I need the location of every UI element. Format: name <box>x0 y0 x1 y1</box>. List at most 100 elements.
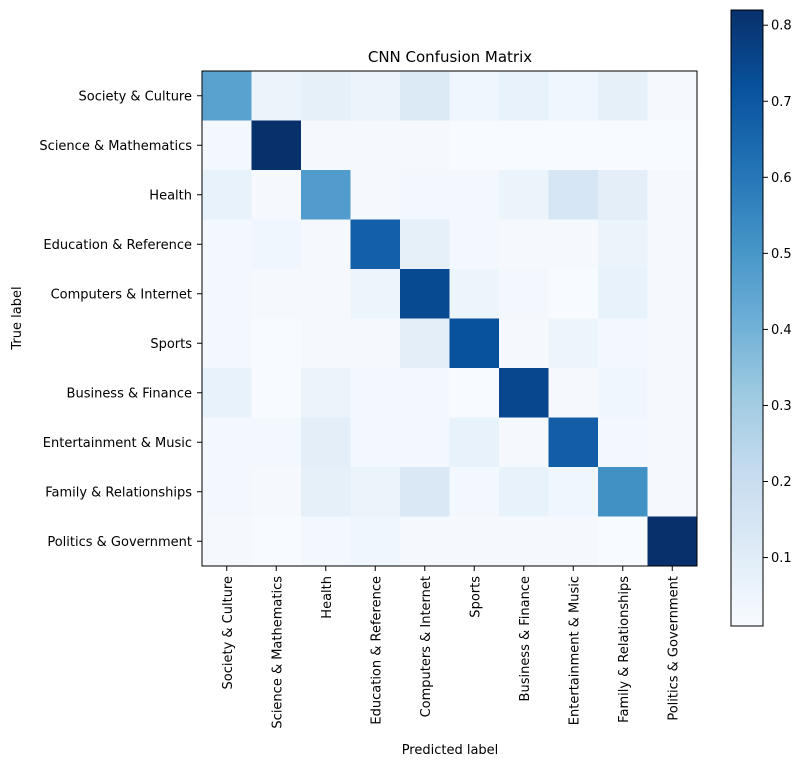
heatmap-cell-6-5 <box>449 368 500 418</box>
heatmap-cell-9-2 <box>301 516 351 567</box>
heatmap-cell-0-3 <box>350 71 401 121</box>
heatmap-cell-1-9 <box>647 120 698 171</box>
heatmap-cell-2-2 <box>301 170 351 220</box>
x-tick-label: Education & Reference <box>369 576 384 725</box>
heatmap-cells <box>202 71 698 567</box>
heatmap-cell-4-7 <box>548 269 599 319</box>
heatmap-cell-4-3 <box>350 269 401 319</box>
heatmap-cell-7-1 <box>251 417 302 468</box>
heatmap-cell-1-7 <box>548 120 599 171</box>
heatmap-cell-3-5 <box>449 219 500 270</box>
heatmap-cell-8-1 <box>251 467 302 517</box>
y-axis-label: True label <box>10 286 25 350</box>
heatmap-cell-7-3 <box>350 417 401 468</box>
heatmap-cell-9-4 <box>400 516 450 567</box>
heatmap-cell-4-8 <box>598 269 648 319</box>
colorbar-tick-label: 0.7 <box>771 95 792 110</box>
heatmap-cell-3-8 <box>598 219 648 270</box>
heatmap-cell-7-2 <box>301 417 351 468</box>
y-tick-label: Science & Mathematics <box>39 139 192 154</box>
heatmap-cell-2-7 <box>548 170 599 220</box>
heatmap-cell-5-1 <box>251 318 302 369</box>
y-tick-label: Education & Reference <box>43 238 192 253</box>
heatmap-cell-8-0 <box>202 467 252 517</box>
y-tick-label: Politics & Government <box>47 535 192 550</box>
x-tick-labels: Society & Culture Science & Mathematics He… <box>221 566 681 729</box>
y-tick-labels: Society & Culture Science & Mathematics He… <box>39 89 202 550</box>
heatmap-cell-1-3 <box>350 120 401 171</box>
heatmap-cell-9-3 <box>350 516 401 567</box>
x-tick-label: Health <box>320 576 335 619</box>
y-tick-label: Family & Relationships <box>45 485 192 500</box>
heatmap-cell-0-0 <box>202 71 252 121</box>
heatmap-cell-5-9 <box>647 318 698 369</box>
heatmap-cell-0-7 <box>548 71 599 121</box>
colorbar-ticks: 0.1 0.2 0.3 0.4 0.5 0.6 0.7 0.8 <box>763 19 792 566</box>
heatmap-cell-6-0 <box>202 368 252 418</box>
heatmap-cell-9-0 <box>202 516 252 567</box>
heatmap-cell-1-1 <box>251 120 302 171</box>
x-tick-label: Entertainment & Music <box>567 576 582 725</box>
heatmap-cell-4-0 <box>202 269 252 319</box>
y-tick-label: Society & Culture <box>79 89 192 104</box>
heatmap-cell-6-1 <box>251 368 302 418</box>
heatmap-cell-8-3 <box>350 467 401 517</box>
heatmap-cell-0-8 <box>598 71 648 121</box>
heatmap-cell-7-5 <box>449 417 500 468</box>
heatmap-cell-5-0 <box>202 318 252 369</box>
x-tick-label: Family & Relationships <box>617 576 632 723</box>
heatmap-cell-9-6 <box>499 516 549 567</box>
heatmap-cell-9-7 <box>548 516 599 567</box>
x-tick-label: Society & Culture <box>221 576 236 689</box>
heatmap-cell-2-6 <box>499 170 549 220</box>
heatmap-cell-9-5 <box>449 516 500 567</box>
heatmap-cell-0-1 <box>251 71 302 121</box>
chart-title: CNN Confusion Matrix <box>368 48 532 66</box>
heatmap-cell-5-2 <box>301 318 351 369</box>
colorbar-tick-label: 0.5 <box>771 247 792 262</box>
heatmap-cell-2-4 <box>400 170 450 220</box>
heatmap-cell-0-4 <box>400 71 450 121</box>
y-tick-label: Computers & Internet <box>51 287 192 302</box>
colorbar <box>730 9 764 627</box>
heatmap-cell-8-2 <box>301 467 351 517</box>
heatmap-cell-3-7 <box>548 219 599 270</box>
heatmap-cell-8-9 <box>647 467 698 517</box>
x-axis-label: Predicted label <box>402 743 499 758</box>
heatmap-cell-3-0 <box>202 219 252 270</box>
colorbar-tick-label: 0.6 <box>771 171 792 186</box>
heatmap-cell-6-8 <box>598 368 648 418</box>
heatmap-cell-0-6 <box>499 71 549 121</box>
heatmap-cell-3-6 <box>499 219 549 270</box>
heatmap-cell-1-8 <box>598 120 648 171</box>
colorbar-tick-label: 0.4 <box>771 323 792 338</box>
heatmap-cell-4-4 <box>400 269 450 319</box>
heatmap-cell-5-4 <box>400 318 450 369</box>
x-tick-label: Sports <box>468 576 483 618</box>
colorbar-tick-label: 0.3 <box>771 399 792 414</box>
heatmap-cell-0-5 <box>449 71 500 121</box>
y-tick-label: Business & Finance <box>67 386 192 401</box>
x-tick-label: Computers & Internet <box>419 576 434 717</box>
heatmap-cell-5-3 <box>350 318 401 369</box>
heatmap-cell-1-0 <box>202 120 252 171</box>
heatmap-cell-5-8 <box>598 318 648 369</box>
heatmap-cell-8-5 <box>449 467 500 517</box>
heatmap-cell-5-7 <box>548 318 599 369</box>
heatmap-cell-3-3 <box>350 219 401 270</box>
heatmap-cell-3-4 <box>400 219 450 270</box>
heatmap-cell-7-7 <box>548 417 599 468</box>
heatmap-cell-7-4 <box>400 417 450 468</box>
heatmap-cell-0-9 <box>647 71 698 121</box>
heatmap-cell-6-4 <box>400 368 450 418</box>
x-tick-label: Science & Mathematics <box>270 576 285 729</box>
heatmap-cell-4-6 <box>499 269 549 319</box>
heatmap-cell-5-5 <box>449 318 500 369</box>
y-tick-label: Entertainment & Music <box>43 436 192 451</box>
heatmap-cell-7-9 <box>647 417 698 468</box>
heatmap-cell-6-6 <box>499 368 549 418</box>
heatmap-cell-3-9 <box>647 219 698 270</box>
heatmap-cell-1-6 <box>499 120 549 171</box>
heatmap-cell-5-6 <box>499 318 549 369</box>
